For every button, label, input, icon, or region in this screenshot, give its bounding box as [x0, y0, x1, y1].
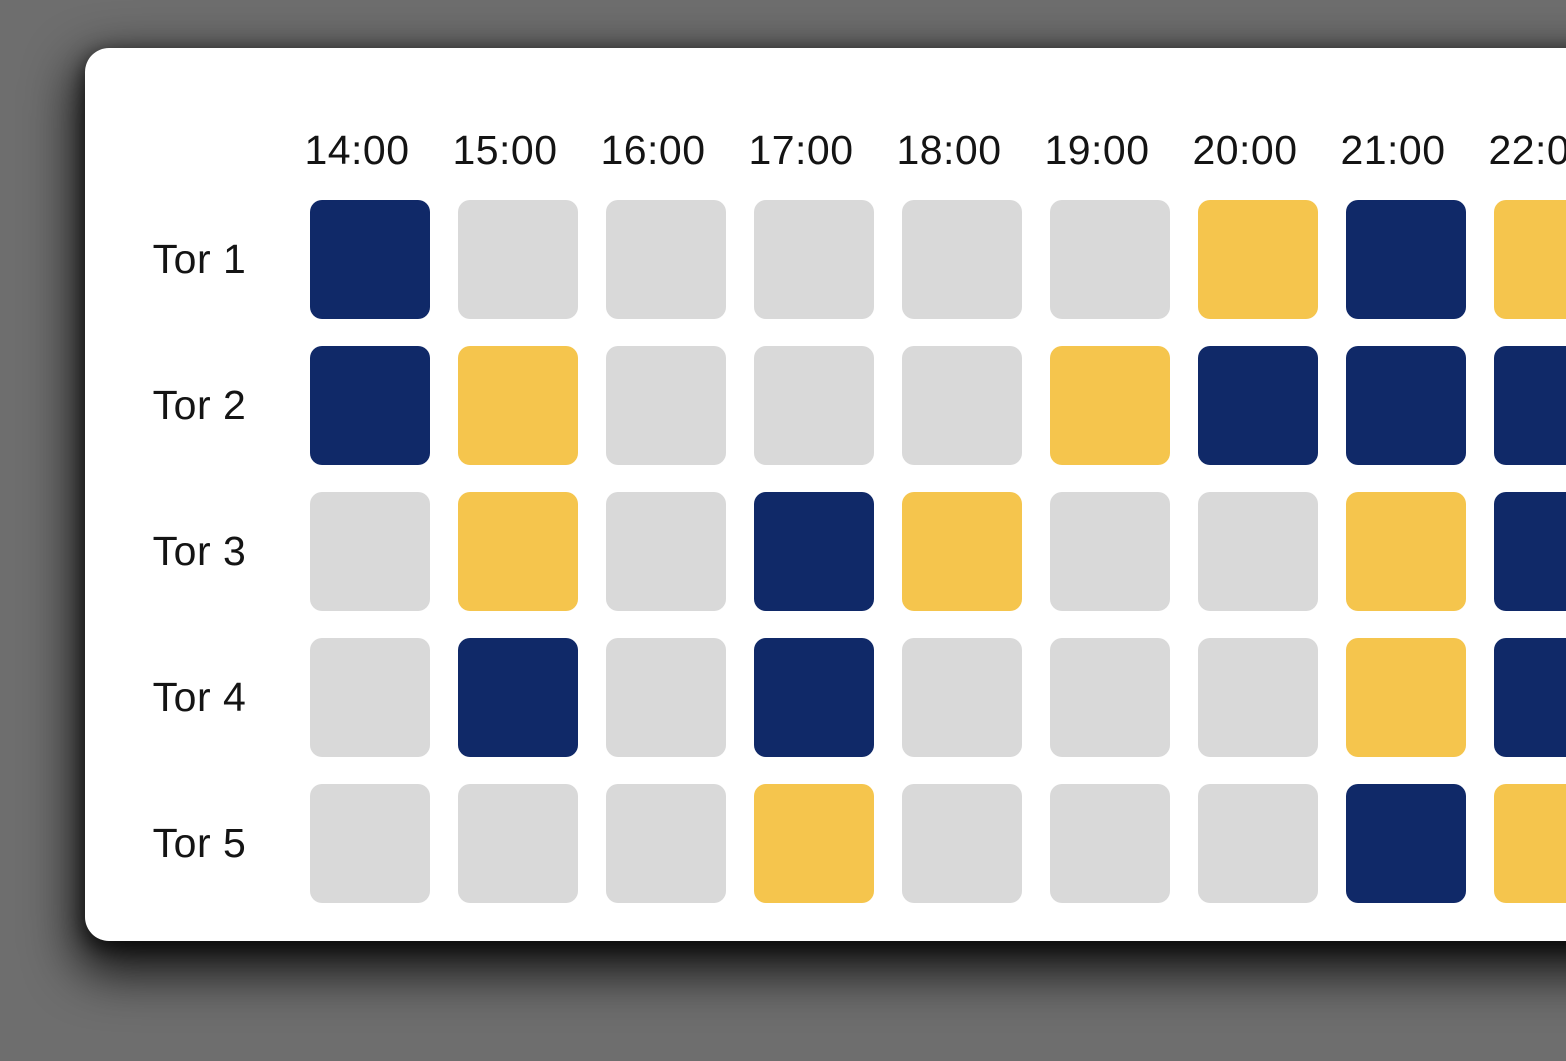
slot-cell[interactable]	[754, 492, 874, 611]
slot-cell[interactable]	[1494, 346, 1566, 465]
row-label-tor-2: Tor 2	[152, 382, 247, 428]
slot-cell[interactable]	[1050, 200, 1170, 319]
slot-cell[interactable]	[1198, 200, 1318, 319]
slot-cell[interactable]	[1494, 638, 1566, 757]
time-header-5: 19:00	[1044, 127, 1150, 173]
slot-cell[interactable]	[902, 200, 1022, 319]
slot-cell[interactable]	[754, 346, 874, 465]
slot-cell[interactable]	[606, 346, 726, 465]
slot-cell[interactable]	[458, 492, 578, 611]
slot-cell[interactable]	[1494, 200, 1566, 319]
schedule-grid: 14:00 15:00 16:00 17:00 18:00 19:00 20:00 21:00…	[85, 48, 1566, 903]
slot-cell[interactable]	[606, 638, 726, 757]
time-header-0: 14:00	[304, 127, 410, 173]
slot-cell[interactable]	[606, 784, 726, 903]
time-header-7: 21:00	[1340, 127, 1446, 173]
slot-cell[interactable]	[1494, 784, 1566, 903]
slot-cell[interactable]	[902, 346, 1022, 465]
time-header-8: 22:00	[1488, 127, 1566, 173]
slot-cell[interactable]	[1050, 784, 1170, 903]
slot-cell[interactable]	[310, 200, 430, 319]
slot-cell[interactable]	[902, 492, 1022, 611]
row-label-tor-3: Tor 3	[152, 528, 247, 574]
slot-cell[interactable]	[1346, 200, 1466, 319]
availability-card: 14:00 15:00 16:00 17:00 18:00 19:00 20:00 21:00…	[85, 48, 1566, 941]
row-label-tor-1: Tor 1	[152, 236, 247, 282]
time-header-4: 18:00	[896, 127, 1002, 173]
slot-cell[interactable]	[606, 200, 726, 319]
slot-cell[interactable]	[310, 492, 430, 611]
slot-cell[interactable]	[902, 638, 1022, 757]
slot-cell[interactable]	[1494, 492, 1566, 611]
slot-cell[interactable]	[1346, 638, 1466, 757]
slot-cell[interactable]	[458, 784, 578, 903]
slot-cell[interactable]	[754, 200, 874, 319]
slot-cell[interactable]	[458, 346, 578, 465]
time-header-2: 16:00	[600, 127, 706, 173]
row-label-tor-4: Tor 4	[152, 674, 247, 720]
time-header-6: 20:00	[1192, 127, 1298, 173]
corner-spacer	[85, 95, 282, 173]
slot-cell[interactable]	[1346, 346, 1466, 465]
row-label-tor-5: Tor 5	[152, 820, 247, 866]
slot-cell[interactable]	[1050, 492, 1170, 611]
slot-cell[interactable]	[1198, 784, 1318, 903]
slot-cell[interactable]	[606, 492, 726, 611]
slot-cell[interactable]	[902, 784, 1022, 903]
slot-cell[interactable]	[310, 346, 430, 465]
slot-cell[interactable]	[1346, 784, 1466, 903]
slot-cell[interactable]	[754, 784, 874, 903]
time-header-1: 15:00	[452, 127, 558, 173]
slot-cell[interactable]	[1346, 492, 1466, 611]
slot-cell[interactable]	[310, 638, 430, 757]
slot-cell[interactable]	[458, 200, 578, 319]
slot-cell[interactable]	[1050, 638, 1170, 757]
slot-cell[interactable]	[1198, 492, 1318, 611]
slot-cell[interactable]	[1198, 638, 1318, 757]
slot-cell[interactable]	[1050, 346, 1170, 465]
time-header-3: 17:00	[748, 127, 854, 173]
slot-cell[interactable]	[310, 784, 430, 903]
slot-cell[interactable]	[458, 638, 578, 757]
slot-cell[interactable]	[1198, 346, 1318, 465]
slot-cell[interactable]	[754, 638, 874, 757]
